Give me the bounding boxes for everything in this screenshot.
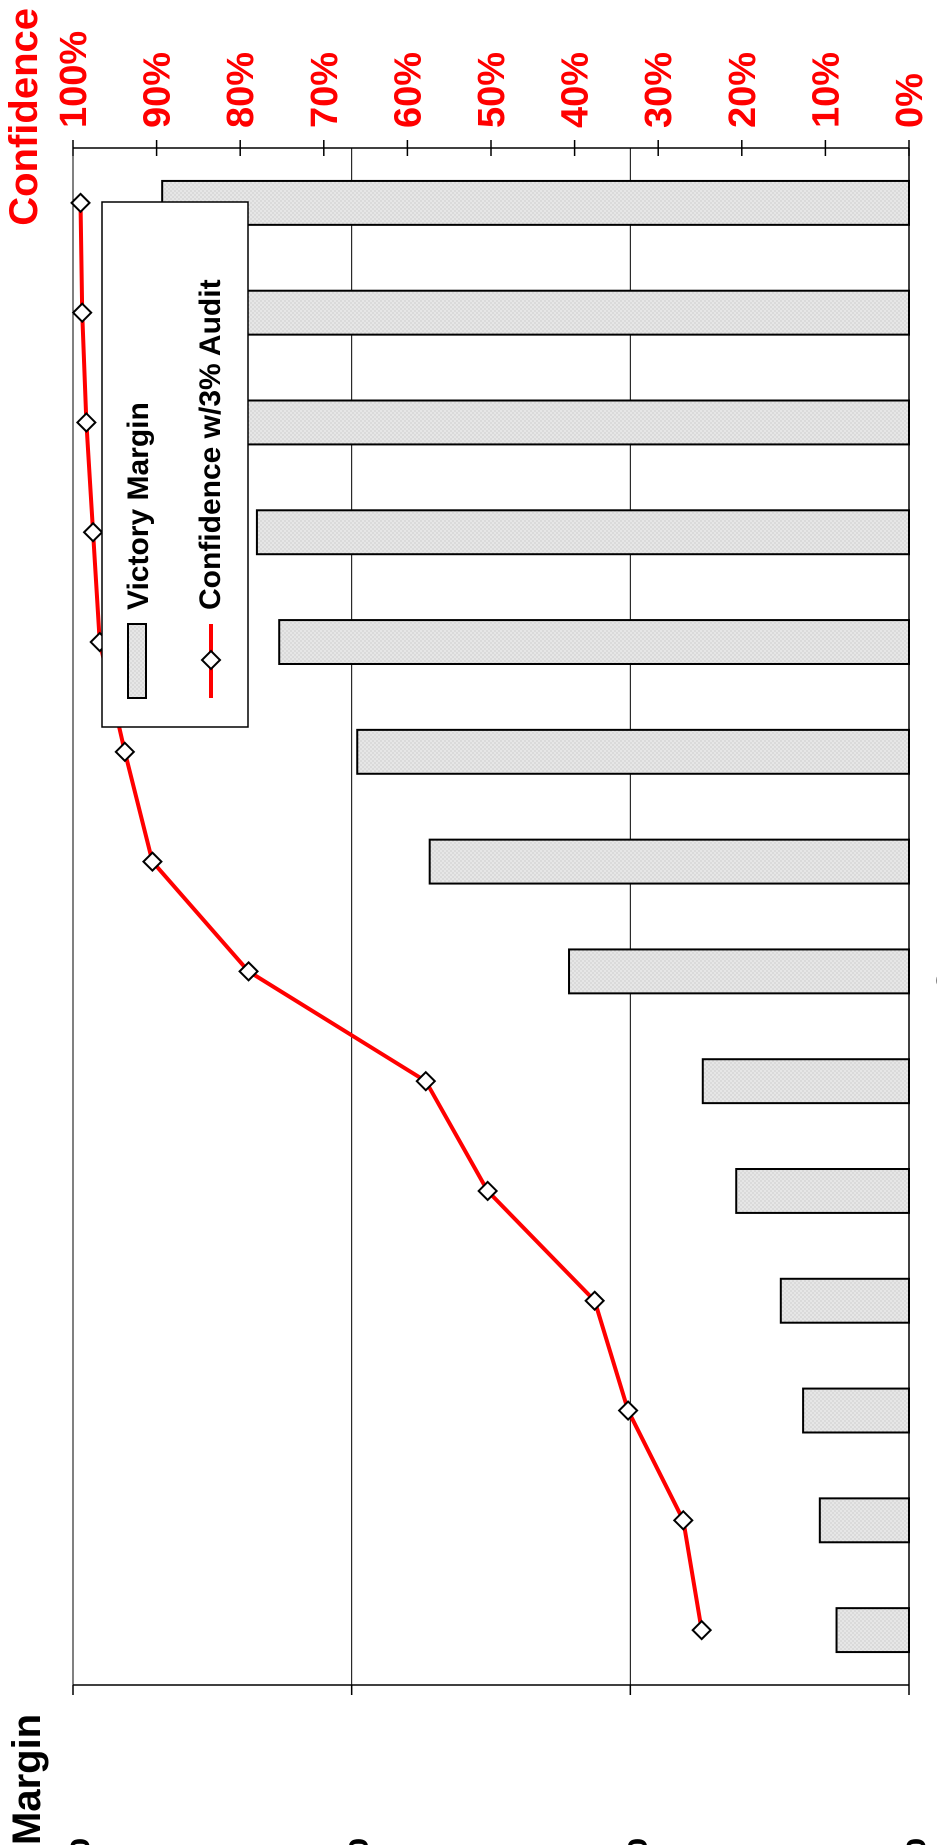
confidence-marker xyxy=(71,302,93,324)
confidence-marker xyxy=(415,1070,437,1092)
primary-tick-label: 5% xyxy=(607,1838,656,1845)
confidence-marker xyxy=(691,1619,713,1641)
secondary-tick-label: 70% xyxy=(304,52,346,128)
secondary-tick-label: 50% xyxy=(471,52,513,128)
axes xyxy=(72,140,910,1695)
category-axis-title: # of 37 U.S. House D xyxy=(928,611,937,1058)
legend-swatch-margin xyxy=(127,623,147,699)
margin-bar xyxy=(278,619,911,665)
confidence-marker xyxy=(142,851,163,873)
secondary-tick-label: 100% xyxy=(53,31,95,128)
confidence-marker xyxy=(75,412,97,433)
legend-swatch-marker xyxy=(200,649,222,671)
primary-tick-label: 15% xyxy=(50,1838,99,1845)
confidence-marker xyxy=(672,1509,694,1531)
grid-lines xyxy=(351,148,631,1685)
confidence-marker xyxy=(617,1400,639,1421)
margin-bar xyxy=(428,838,910,885)
margin-bar xyxy=(779,1277,911,1324)
margin-bar xyxy=(701,1058,911,1105)
primary-axis-title: Margin xyxy=(5,1714,49,1845)
secondary-tick-label: 40% xyxy=(555,52,597,128)
axis-texts: 100% 90% 80% 70% 60% 50% 40% 30% 20% 10% 0% Confide… xyxy=(2,8,937,1845)
confidence-marker xyxy=(584,1290,606,1312)
confidence-marker xyxy=(114,741,136,763)
margin-bar xyxy=(735,1168,911,1214)
secondary-tick-label: 90% xyxy=(137,52,179,128)
margin-bar xyxy=(216,399,910,446)
margin-bar xyxy=(255,509,911,556)
confidence-marker xyxy=(70,192,91,214)
secondary-tick-label: 60% xyxy=(387,52,429,128)
margin-bar xyxy=(568,948,910,995)
secondary-axis-title: Confidence xyxy=(2,8,46,226)
legend: Victory Margin Confidence w/3% Audit xyxy=(101,201,249,728)
legend-label-margin: Victory Margin xyxy=(122,402,155,610)
margin-bar xyxy=(818,1497,910,1544)
secondary-tick-label: 10% xyxy=(805,52,847,128)
secondary-tick-label: 0% xyxy=(889,73,931,128)
confidence-marker xyxy=(82,521,104,543)
confidence-marker xyxy=(477,1180,499,1202)
primary-tick-label: 0% xyxy=(886,1838,935,1845)
legend-label-confidence: Confidence w/3% Audit xyxy=(194,279,227,610)
secondary-tick-label: 20% xyxy=(722,52,764,128)
legend-box xyxy=(101,201,249,728)
margin-bar xyxy=(835,1607,911,1654)
secondary-tick-label: 80% xyxy=(220,52,262,128)
margin-bar xyxy=(356,728,910,775)
confidence-marker xyxy=(238,960,259,982)
primary-tick-label: 10% xyxy=(329,1838,378,1845)
margin-bars xyxy=(161,179,911,1654)
confidence-series-line xyxy=(78,202,704,1631)
margin-bar xyxy=(802,1387,911,1434)
confidence-line xyxy=(70,192,713,1641)
margin-bar xyxy=(161,179,910,226)
secondary-tick-label: 30% xyxy=(638,52,680,128)
margin-bar xyxy=(183,289,910,336)
